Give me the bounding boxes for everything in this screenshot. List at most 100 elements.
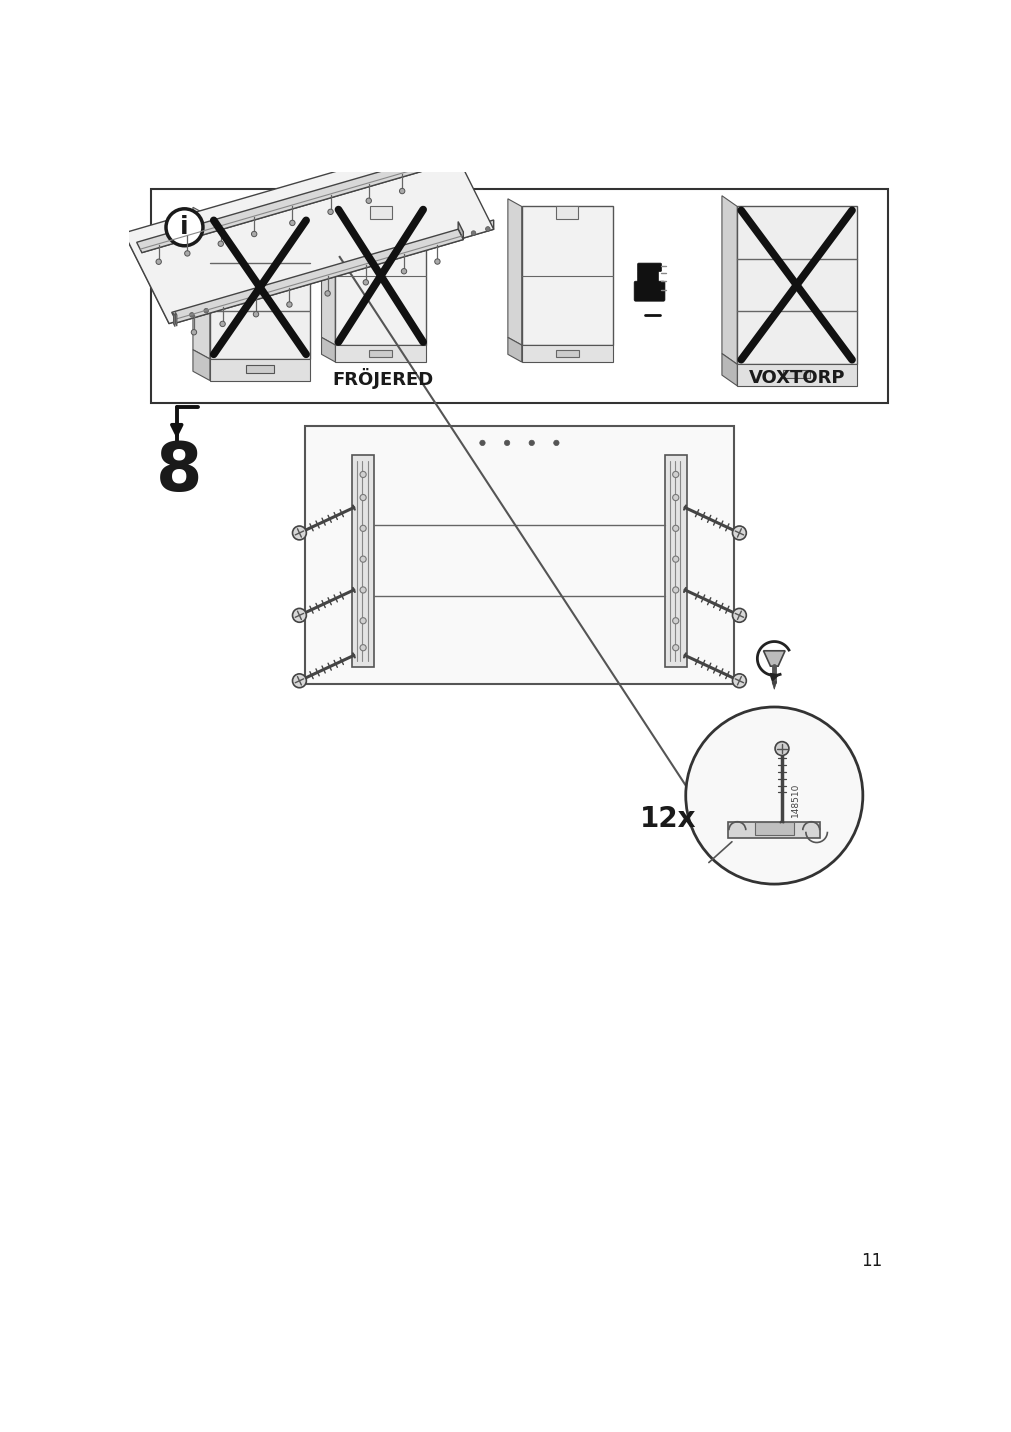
FancyBboxPatch shape (637, 263, 661, 272)
Circle shape (672, 587, 678, 593)
Circle shape (325, 291, 330, 296)
Circle shape (366, 198, 371, 203)
Bar (782, 371, 810, 378)
Polygon shape (172, 229, 463, 322)
Circle shape (732, 674, 745, 687)
Text: FRÖJERED: FRÖJERED (333, 368, 434, 388)
FancyBboxPatch shape (637, 286, 658, 295)
Polygon shape (508, 199, 522, 345)
Circle shape (732, 526, 745, 540)
Bar (370, 206, 391, 219)
Bar (555, 349, 578, 357)
Circle shape (219, 321, 225, 326)
Bar (246, 365, 274, 372)
Circle shape (553, 440, 558, 445)
Bar (304, 425, 734, 684)
Circle shape (479, 440, 484, 445)
Circle shape (203, 308, 208, 314)
Text: i: i (180, 215, 189, 239)
Circle shape (360, 617, 366, 624)
Text: 12x: 12x (639, 805, 696, 832)
Polygon shape (762, 650, 785, 666)
Circle shape (672, 644, 678, 650)
Bar (151, 189, 888, 402)
Bar (664, 455, 685, 667)
Polygon shape (321, 338, 335, 362)
Bar (209, 216, 309, 359)
Circle shape (485, 226, 489, 231)
Polygon shape (123, 223, 169, 324)
Bar (369, 349, 392, 357)
Bar (522, 206, 612, 345)
Circle shape (672, 617, 678, 624)
Polygon shape (321, 199, 335, 345)
Bar (522, 345, 612, 362)
Circle shape (363, 279, 368, 285)
Text: 11: 11 (860, 1253, 882, 1270)
Polygon shape (136, 159, 428, 252)
Bar (335, 206, 426, 345)
Circle shape (360, 587, 366, 593)
Circle shape (156, 259, 161, 265)
Circle shape (166, 209, 203, 246)
Bar (556, 206, 577, 219)
Circle shape (191, 329, 196, 335)
Bar (352, 455, 373, 667)
Text: 8: 8 (156, 440, 202, 505)
Polygon shape (193, 208, 209, 359)
Circle shape (292, 674, 306, 687)
Polygon shape (508, 338, 522, 362)
Circle shape (189, 312, 194, 316)
Text: VOXTORP: VOXTORP (748, 369, 845, 387)
Polygon shape (177, 232, 463, 322)
Text: 148510: 148510 (791, 782, 800, 816)
FancyBboxPatch shape (637, 278, 658, 286)
Polygon shape (771, 682, 775, 689)
FancyBboxPatch shape (637, 271, 658, 279)
Bar (737, 206, 856, 364)
Circle shape (774, 742, 789, 756)
Circle shape (685, 707, 862, 884)
Polygon shape (721, 354, 737, 385)
Circle shape (289, 221, 295, 226)
Circle shape (360, 526, 366, 531)
Circle shape (184, 251, 190, 256)
Circle shape (471, 231, 475, 235)
Bar (737, 364, 856, 385)
Polygon shape (458, 222, 463, 239)
Polygon shape (423, 152, 428, 169)
Polygon shape (169, 221, 493, 324)
Circle shape (672, 471, 678, 477)
Circle shape (286, 302, 292, 308)
Polygon shape (175, 312, 177, 326)
Circle shape (401, 269, 406, 274)
Circle shape (292, 609, 306, 623)
Circle shape (217, 241, 223, 246)
Circle shape (529, 440, 534, 445)
Bar (335, 345, 426, 362)
Bar (727, 822, 820, 838)
Circle shape (672, 556, 678, 563)
Circle shape (672, 494, 678, 501)
Polygon shape (721, 196, 737, 364)
Circle shape (253, 312, 259, 316)
Polygon shape (174, 312, 175, 326)
Circle shape (732, 609, 745, 623)
Bar (209, 359, 309, 381)
Circle shape (360, 494, 366, 501)
Circle shape (328, 209, 333, 215)
Polygon shape (123, 139, 493, 324)
Circle shape (251, 232, 257, 236)
Circle shape (399, 189, 404, 193)
Polygon shape (193, 349, 209, 381)
Circle shape (292, 526, 306, 540)
FancyBboxPatch shape (634, 281, 664, 301)
Circle shape (503, 440, 510, 445)
Circle shape (360, 556, 366, 563)
Circle shape (672, 526, 678, 531)
Polygon shape (142, 162, 428, 252)
Bar (754, 822, 793, 835)
Circle shape (435, 259, 440, 265)
Circle shape (360, 644, 366, 650)
Circle shape (360, 471, 366, 477)
